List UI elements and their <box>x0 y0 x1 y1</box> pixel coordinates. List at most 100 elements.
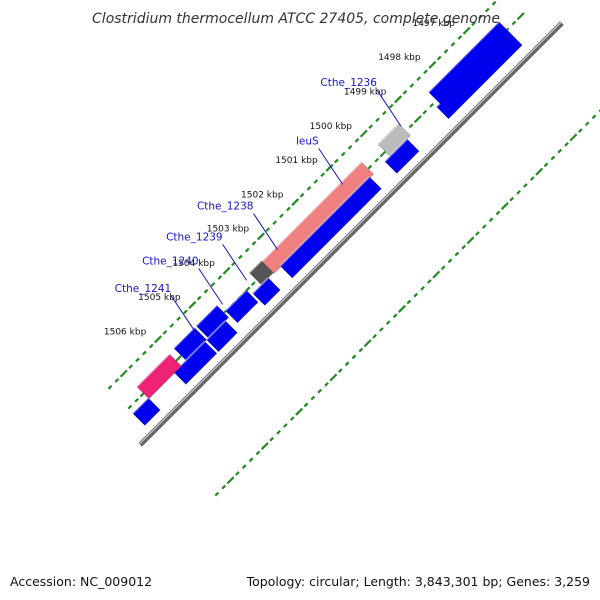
grid-dot <box>154 335 163 344</box>
grid-dot <box>363 339 372 348</box>
cds-lower-1240 <box>206 320 238 353</box>
backbone-line <box>138 21 564 447</box>
grid-dot <box>388 103 394 109</box>
cds-outer-upstream-shine <box>427 21 500 93</box>
gene-label[interactable]: Cthe_1239 <box>166 231 223 243</box>
tick-label: 1498 kbp <box>378 53 421 63</box>
grid-dot <box>450 42 456 47</box>
grid-dot <box>310 395 316 401</box>
gene-labels: Cthe_1236 leuS Cthe_1238 Cthe_1239 Cthe_1240… <box>115 77 402 333</box>
grid-dot <box>295 407 304 416</box>
grid-dot <box>114 378 120 383</box>
grid-dot <box>374 157 380 163</box>
cds-lower-1238 <box>252 277 281 306</box>
grid-dot <box>372 333 377 339</box>
tick-label: 1497 kbp <box>412 19 455 29</box>
cds-lower-1240-shine <box>205 320 227 341</box>
tick-label: 1502 kbp <box>241 190 284 200</box>
grid-dot <box>416 76 421 82</box>
grid-dot <box>354 138 360 143</box>
grid-dot <box>447 258 453 264</box>
grid-dot <box>481 224 487 229</box>
grid-dot <box>543 162 549 168</box>
grid-dot <box>251 240 257 246</box>
trna-cthe-1236 <box>377 123 411 157</box>
grid-dot <box>495 210 501 216</box>
tick-labels: 1497 kbp 1498 kbp 1499 kbp 1500 kbp 1501 kbp… <box>104 19 455 338</box>
gene-pink-1506 <box>136 353 182 400</box>
grid-dot <box>324 381 329 387</box>
grid-dot <box>511 20 517 26</box>
gene-leader-line <box>253 213 278 250</box>
grid-dot <box>279 213 284 219</box>
grid-dot <box>299 192 305 198</box>
grid-dot <box>420 285 425 291</box>
grid-dot <box>500 202 509 210</box>
grid-dot <box>432 270 441 279</box>
cds-lower-1507-shine <box>132 397 149 415</box>
grid-dot <box>358 347 364 353</box>
grid-dot <box>250 281 256 286</box>
grid-dot <box>569 133 578 142</box>
grid-dot <box>291 198 300 207</box>
grid-dot <box>351 354 357 360</box>
grid-dot <box>244 247 250 253</box>
grid-dot <box>422 109 428 115</box>
grid-dot <box>385 320 391 325</box>
grid-dot <box>241 464 247 469</box>
grid-dot <box>248 457 254 463</box>
gene-label[interactable]: Cthe_1236 <box>320 77 377 89</box>
grid-dot <box>283 423 288 428</box>
gene-label[interactable]: Cthe_1241 <box>115 283 172 295</box>
grid-dot <box>461 244 467 250</box>
cds-lower-1499-shine <box>384 138 408 163</box>
grid-dot <box>475 231 480 236</box>
genome-backbone <box>138 21 564 447</box>
grid-dot <box>535 167 544 176</box>
gene-cthe-1238-shine <box>248 260 263 274</box>
backbone-highlight <box>138 21 562 445</box>
gene-label[interactable]: Cthe_1238 <box>197 201 254 213</box>
tick-label: 1501 kbp <box>275 156 318 166</box>
gene-label[interactable]: Cthe_1240 <box>142 255 199 267</box>
grid-dot <box>107 384 113 390</box>
grid-dot <box>286 206 291 212</box>
grid-dot <box>222 266 231 275</box>
gene-cthe-1240-shine <box>195 304 218 327</box>
gene-leader-line <box>222 244 248 281</box>
feature-track <box>132 21 523 426</box>
grid-dot <box>337 368 343 373</box>
grid-dot <box>340 151 346 157</box>
grid-dot <box>255 450 261 456</box>
accession-text: Accession: NC_009012 <box>10 574 152 589</box>
map-title: Clostridium thermocellum ATCC 27405, com… <box>92 11 500 27</box>
grid-dot <box>217 275 223 280</box>
grid-dot <box>203 288 209 294</box>
grid-dot <box>529 176 535 181</box>
grid-dot <box>509 196 515 202</box>
tick-label: 1500 kbp <box>310 122 353 132</box>
grid-dot <box>134 397 140 403</box>
grid-dot <box>214 491 220 497</box>
grid-dot <box>303 402 309 408</box>
gene-cthe-1238 <box>248 260 274 286</box>
grid-dot <box>347 144 353 150</box>
grid-dot <box>427 279 432 284</box>
grid-dot <box>127 404 133 410</box>
grid-dot <box>320 172 325 178</box>
grid-dot <box>344 361 350 367</box>
tick-label: 1503 kbp <box>207 225 250 235</box>
grid-dot <box>313 179 319 184</box>
gene-label[interactable]: leuS <box>296 135 319 147</box>
gene-leader-line <box>376 89 402 127</box>
grid-dot <box>334 158 339 164</box>
grid-dot <box>226 476 235 485</box>
cds-lower-1238-shine <box>252 277 269 295</box>
grid-dot <box>591 114 597 120</box>
gene-cthe-1241-shine <box>173 326 196 349</box>
grid-dot <box>382 110 387 116</box>
grid-dot <box>413 292 419 298</box>
grid-dot <box>317 388 323 394</box>
grid-dot <box>325 163 334 172</box>
